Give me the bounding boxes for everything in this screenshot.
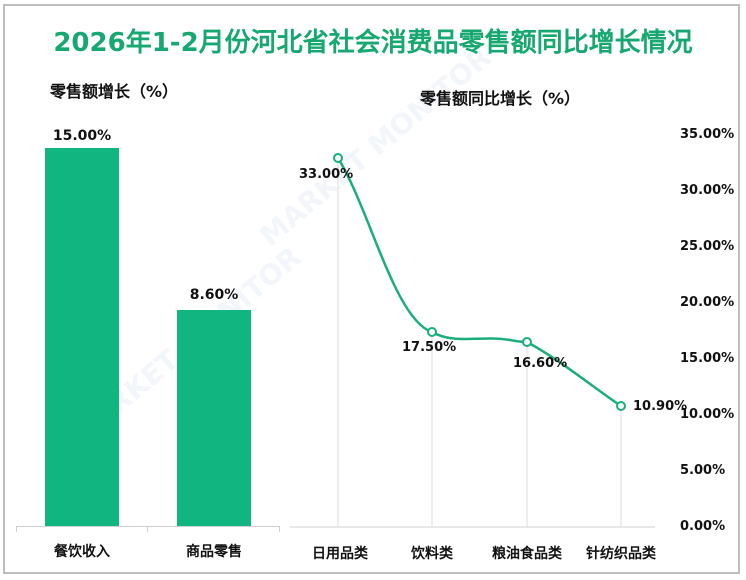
y-tick-label: 10.00% — [680, 407, 735, 422]
chart-title: 2026年1-2月份河北省社会消费品零售额同比增长情况 — [53, 28, 693, 58]
right-x-label: 针纺织品类 — [586, 546, 656, 562]
y-tick-label: 0.00% — [680, 519, 726, 534]
left-chart-title: 零售额增长（%） — [50, 82, 179, 101]
left-x-tick — [16, 526, 17, 532]
left-x-tick — [147, 526, 148, 532]
right-x-label: 日用品类 — [312, 546, 368, 562]
y-tick-label: 20.00% — [680, 295, 735, 310]
chart-frame — [3, 4, 740, 574]
y-tick-label: 35.00% — [680, 127, 735, 142]
bar-catering — [45, 148, 119, 526]
left-x-label: 餐饮收入 — [54, 544, 110, 560]
bar-goods-retail — [177, 310, 251, 526]
y-tick-label: 5.00% — [680, 463, 726, 478]
y-tick-label: 30.00% — [680, 183, 735, 198]
y-tick-label: 25.00% — [680, 239, 735, 254]
left-x-label: 商品零售 — [186, 544, 242, 560]
right-x-label: 饮料类 — [411, 546, 453, 562]
right-chart-title: 零售额同比增长（%） — [420, 89, 581, 108]
point-label: 33.00% — [299, 167, 354, 182]
point-label: 17.50% — [402, 340, 457, 355]
left-x-tick — [279, 526, 280, 532]
y-tick-label: 15.00% — [680, 351, 735, 366]
point-label: 16.60% — [513, 356, 568, 371]
bar-value-label: 15.00% — [52, 128, 112, 144]
point-label: 10.90% — [633, 399, 688, 414]
bar-value-label: 8.60% — [189, 287, 239, 303]
right-x-label: 粮油食品类 — [492, 546, 562, 562]
